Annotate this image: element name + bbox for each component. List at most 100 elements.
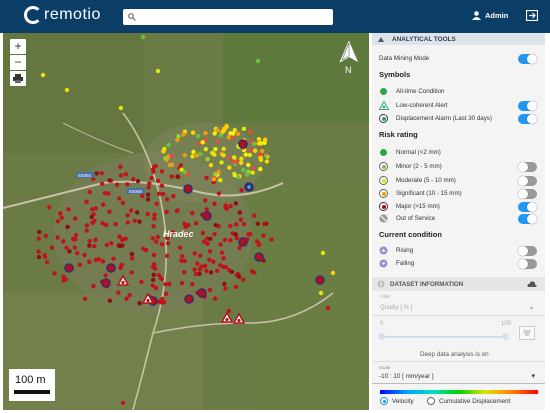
major-toggle[interactable] (518, 202, 537, 212)
measurement-point[interactable] (92, 218, 97, 224)
measurement-point[interactable] (252, 270, 257, 275)
measurement-point[interactable] (235, 131, 241, 137)
measurement-point[interactable] (204, 175, 209, 181)
rising-toggle[interactable] (518, 246, 537, 256)
measurement-point[interactable] (224, 124, 229, 129)
measurement-point[interactable] (155, 234, 161, 240)
measurement-point[interactable] (179, 167, 184, 172)
measurement-point[interactable] (100, 259, 106, 264)
measurement-point[interactable] (55, 219, 61, 224)
measurement-point[interactable] (43, 233, 49, 239)
measurement-point[interactable] (72, 216, 78, 221)
velocity-radio[interactable] (380, 397, 388, 405)
measurement-point[interactable] (226, 155, 232, 160)
measurement-point[interactable] (118, 173, 124, 178)
measurement-point[interactable] (150, 236, 156, 241)
measurement-point[interactable] (93, 237, 98, 242)
measurement-point[interactable] (233, 284, 239, 289)
measurement-point[interactable] (169, 174, 174, 179)
measurement-point[interactable] (151, 272, 156, 277)
measurement-point[interactable] (260, 148, 265, 154)
measurement-point[interactable] (87, 259, 92, 265)
measurement-point[interactable] (176, 134, 181, 139)
measurement-point[interactable] (156, 272, 161, 278)
measurement-point[interactable] (269, 237, 274, 242)
measurement-point[interactable] (87, 243, 92, 248)
measurement-point[interactable] (145, 192, 151, 197)
measurement-point[interactable] (228, 223, 233, 228)
measurement-point[interactable] (258, 155, 264, 161)
measurement-point[interactable] (175, 137, 180, 143)
measurement-point[interactable] (190, 210, 195, 216)
measurement-point[interactable] (107, 209, 112, 214)
displacement-alarm-point[interactable] (245, 183, 253, 191)
displacement-alarm-point[interactable] (197, 288, 207, 298)
measurement-point[interactable] (170, 230, 176, 235)
measurement-point[interactable] (233, 232, 238, 237)
significant-toggle[interactable] (518, 189, 537, 199)
measurement-point[interactable] (163, 281, 168, 287)
low-coherent-alert-point[interactable] (116, 274, 130, 286)
measurement-point[interactable] (57, 211, 63, 216)
measurement-point[interactable] (152, 212, 157, 218)
measurement-point[interactable] (248, 148, 254, 153)
data-mining-toggle[interactable] (518, 54, 537, 64)
measurement-point[interactable] (140, 193, 145, 199)
measurement-point[interactable] (255, 58, 261, 64)
user-menu[interactable]: Admin (472, 11, 508, 20)
measurement-point[interactable] (151, 224, 156, 229)
measurement-point[interactable] (156, 191, 162, 196)
measurement-point[interactable] (218, 242, 223, 247)
measurement-point[interactable] (231, 159, 236, 164)
measurement-point[interactable] (213, 222, 218, 228)
measurement-point[interactable] (212, 152, 217, 157)
measurement-point[interactable] (159, 276, 164, 282)
measurement-point[interactable] (182, 152, 188, 158)
measurement-point[interactable] (36, 236, 41, 241)
cloud-upload-icon[interactable] (527, 280, 537, 288)
measurement-point[interactable] (117, 234, 122, 239)
measurement-point[interactable] (55, 235, 60, 240)
measurement-point[interactable] (131, 177, 136, 182)
measurement-point[interactable] (245, 172, 250, 177)
slider-handle-max[interactable] (502, 333, 509, 340)
measurement-point[interactable] (231, 155, 237, 160)
measurement-point[interactable] (198, 151, 203, 157)
measurement-point[interactable] (208, 270, 214, 275)
measurement-point[interactable] (199, 264, 204, 269)
measurement-point[interactable] (83, 296, 88, 302)
measurement-point[interactable] (265, 154, 270, 159)
measurement-point[interactable] (320, 250, 326, 256)
print-button[interactable] (10, 71, 26, 86)
measurement-point[interactable] (65, 224, 70, 230)
measurement-point[interactable] (228, 238, 233, 243)
measurement-point[interactable] (167, 162, 173, 168)
measurement-point[interactable] (212, 296, 218, 301)
measurement-point[interactable] (246, 162, 251, 168)
measurement-point[interactable] (129, 256, 135, 261)
measurement-point[interactable] (84, 223, 90, 228)
measurement-point[interactable] (203, 198, 208, 203)
measurement-point[interactable] (211, 176, 217, 182)
measurement-point[interactable] (252, 213, 257, 218)
measurement-point[interactable] (247, 152, 253, 158)
measurement-point[interactable] (73, 232, 79, 238)
measurement-point[interactable] (165, 241, 171, 246)
measurement-point[interactable] (243, 152, 249, 157)
measurement-point[interactable] (205, 156, 210, 162)
satellite-map[interactable]: Hradec E5060 E5068 (3, 33, 369, 410)
measurement-point[interactable] (116, 290, 121, 295)
displacement-alarm-point[interactable] (254, 252, 264, 262)
measurement-point[interactable] (250, 170, 255, 175)
measurement-point[interactable] (223, 286, 228, 291)
measurement-point[interactable] (159, 169, 165, 174)
measurement-point[interactable] (61, 274, 66, 279)
measurement-point[interactable] (155, 68, 161, 74)
measurement-point[interactable] (238, 160, 244, 166)
measurement-point[interactable] (175, 174, 180, 179)
measurement-point[interactable] (238, 217, 244, 222)
measurement-point[interactable] (120, 237, 125, 243)
measurement-point[interactable] (106, 191, 111, 196)
measurement-point[interactable] (145, 197, 151, 202)
measurement-point[interactable] (258, 166, 263, 172)
